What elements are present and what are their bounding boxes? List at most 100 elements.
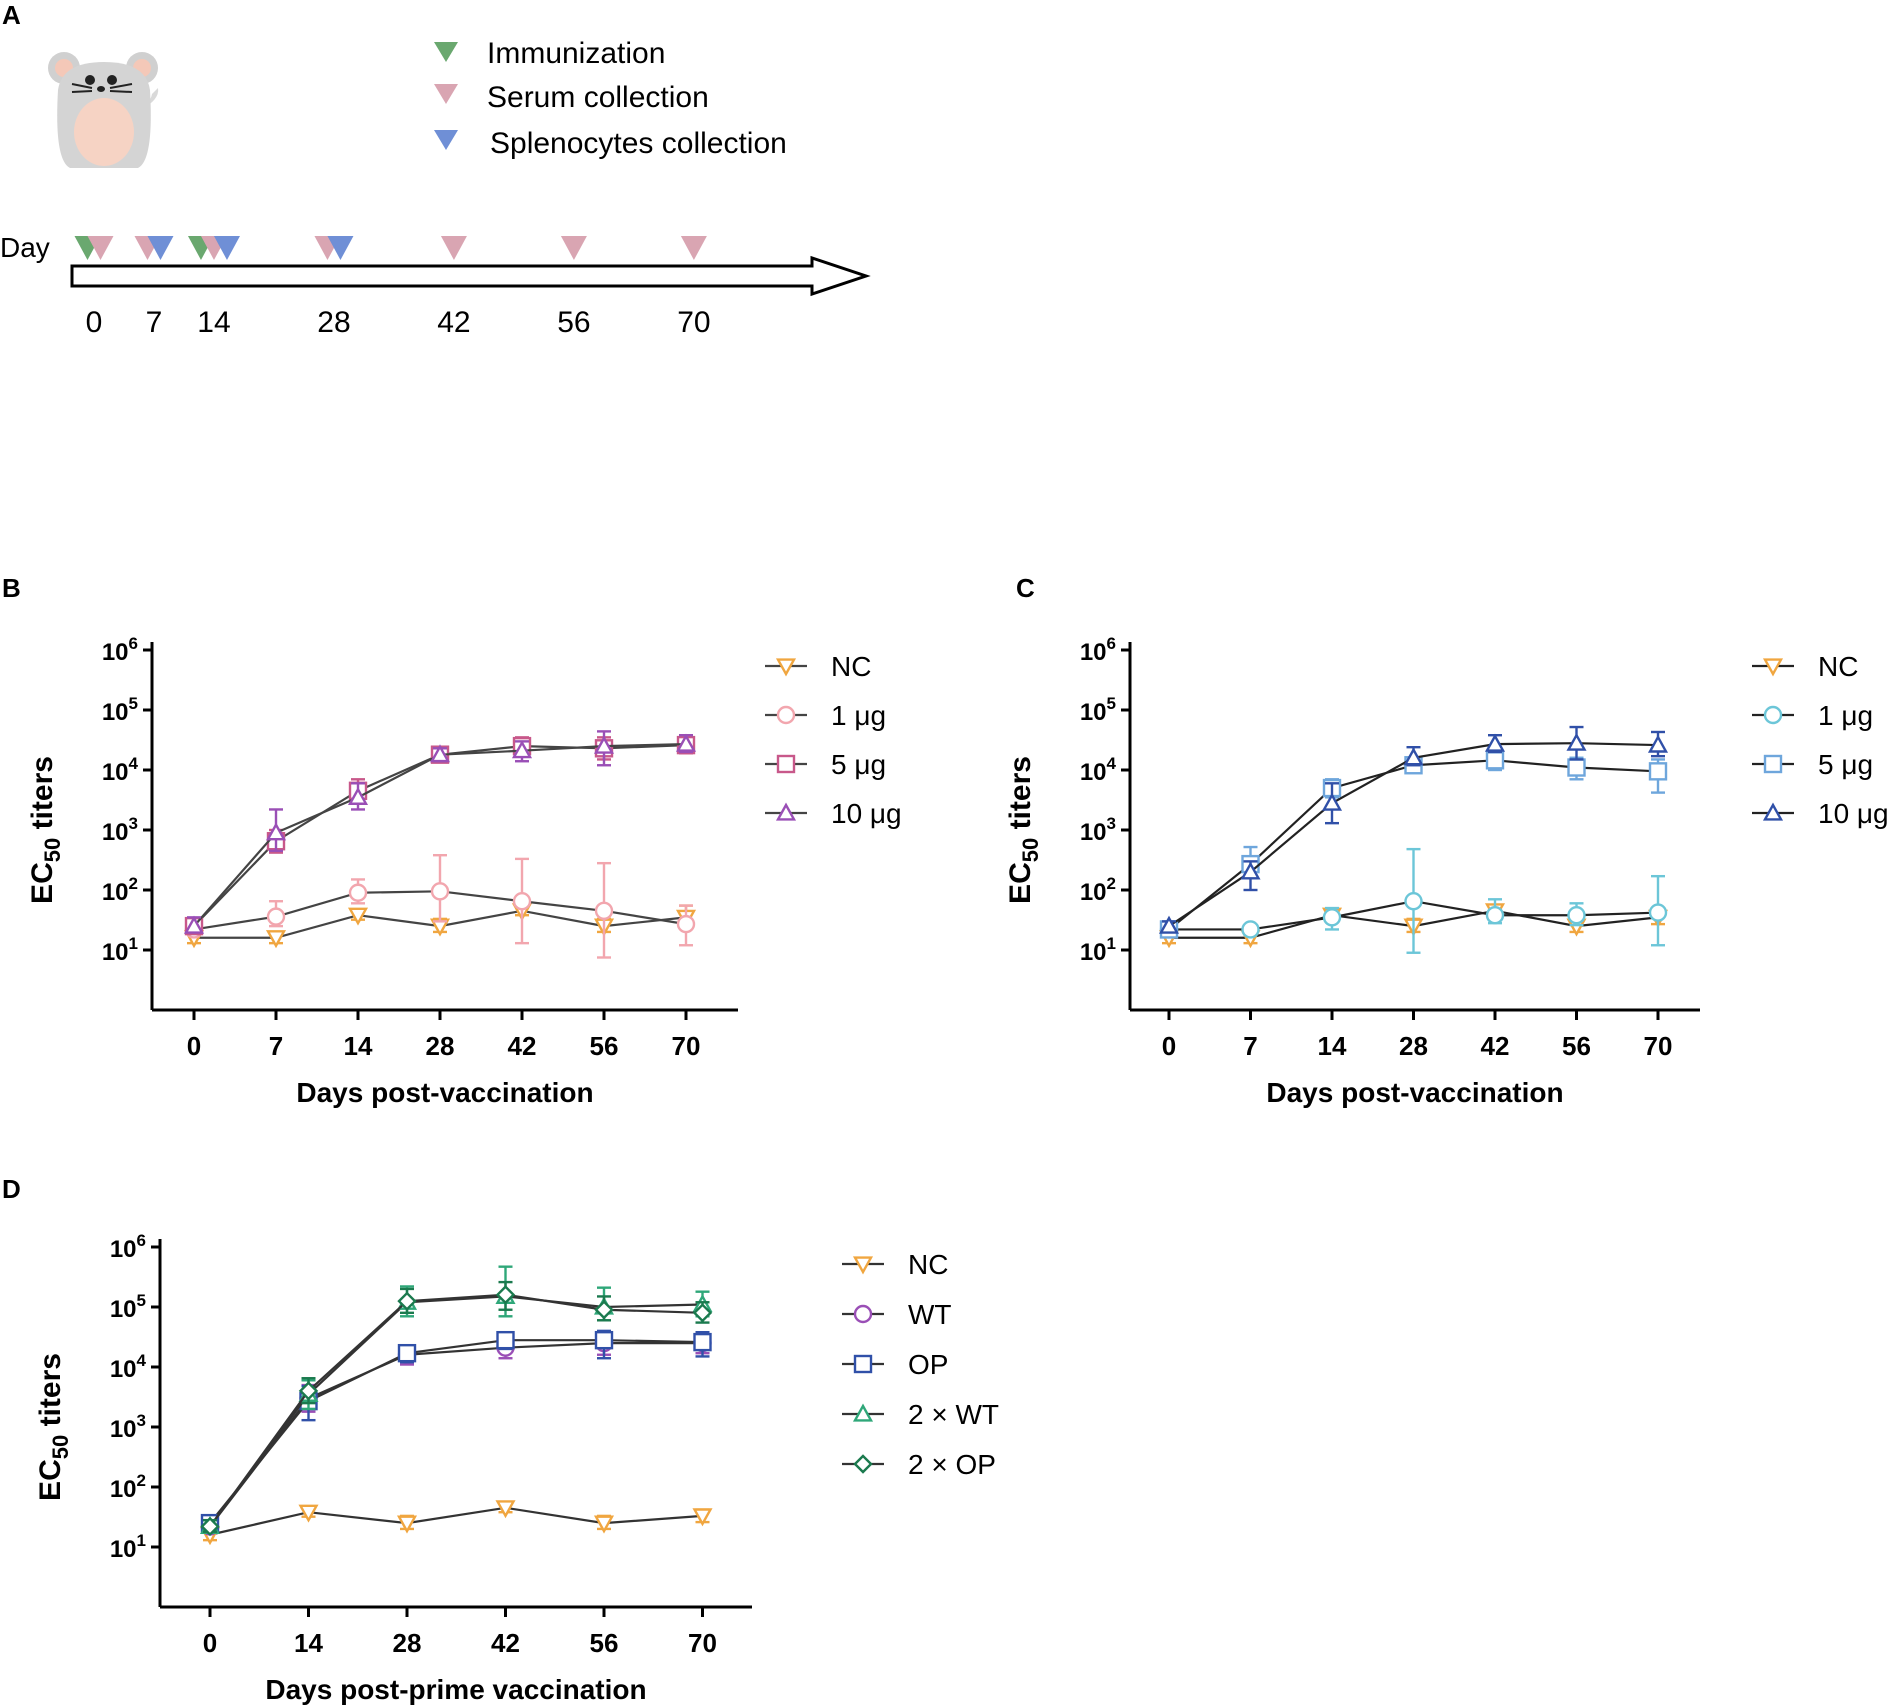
series-line [209, 1506, 703, 1536]
legend-marker-icon [1762, 802, 1784, 821]
legend-label: 1 μg [1818, 700, 1873, 731]
legend-label: 2 × WT [908, 1399, 999, 1430]
x-tick-label: 14 [344, 1031, 373, 1061]
x-tick-label: 70 [688, 1628, 717, 1658]
splenocytes-marker-icon [213, 236, 240, 260]
data-point [1647, 734, 1669, 753]
data-point [1567, 758, 1586, 777]
legend-marker-icon [775, 658, 797, 677]
panel-a: A Immunization Serum collection [0, 0, 871, 339]
legend-marker-icon [853, 1354, 873, 1374]
panel-label-a: A [2, 0, 21, 30]
x-tick-label: 28 [393, 1628, 422, 1658]
data-point [265, 822, 287, 841]
day-label: Day [0, 232, 50, 263]
timeline-day-ticks: 0 7 14 28 42 56 70 [86, 306, 711, 339]
data-point [1322, 908, 1342, 927]
y-tick-label: 102 [1080, 874, 1116, 906]
legend-marker-icon [776, 705, 796, 725]
data-point [266, 907, 286, 926]
x-tick-label: 14 [294, 1628, 323, 1658]
x-axis-label: Days post-prime vaccination [265, 1674, 646, 1705]
data-point [496, 1330, 515, 1350]
panel-label-d: D [2, 1174, 21, 1204]
data-point [1484, 733, 1506, 752]
timeline-day-tick: 14 [197, 306, 230, 339]
x-tick-label: 14 [1318, 1031, 1347, 1061]
data-point [298, 1381, 319, 1401]
data-point [347, 786, 369, 805]
series-nc [199, 1500, 713, 1546]
data-point [593, 1515, 615, 1534]
data-point [430, 882, 450, 901]
y-tick-label: 104 [102, 754, 139, 786]
panel-label-b: B [2, 573, 21, 603]
data-point [347, 907, 369, 926]
data-point [397, 1343, 417, 1363]
series-2-wt [199, 1265, 713, 1535]
data-point [1404, 892, 1423, 911]
y-tick-label: 103 [1080, 814, 1116, 846]
data-point [298, 1504, 319, 1523]
chart-c: 101 102 103 104 105 106 0 7 14 28 42 56 70 Days post-… [1004, 634, 1889, 1108]
chart-d: 101 102 103 104 105 106 0 14 28 42 56 70 Days post-p… [34, 1231, 999, 1705]
legend-label: NC [831, 651, 871, 682]
y-tick-label: 106 [102, 634, 138, 666]
timeline-day-tick: 70 [677, 306, 710, 339]
serum-marker-icon [87, 236, 114, 260]
y-tick-label: 105 [1080, 694, 1116, 726]
data-point [1485, 906, 1505, 925]
panel-label-c: C [1016, 573, 1035, 603]
x-tick-label: 0 [203, 1628, 217, 1658]
y-tick-label: 101 [1080, 934, 1116, 966]
x-tick-label: 56 [1562, 1031, 1591, 1061]
series-line [209, 1293, 703, 1528]
splenocytes-marker-icon [434, 130, 458, 150]
data-point [265, 930, 287, 949]
data-point [1158, 915, 1180, 934]
legend-label: 2 × OP [908, 1449, 996, 1480]
legend-splenocytes: Splenocytes collection [434, 127, 787, 160]
timeline-day-tick: 7 [146, 306, 163, 339]
y-tick-label: 106 [110, 1231, 146, 1263]
legend-label: WT [908, 1299, 952, 1330]
immunization-marker-icon [434, 42, 458, 62]
series-line [209, 1339, 703, 1524]
y-axis-label: EC50 titers [34, 1353, 73, 1501]
x-tick-label: 56 [590, 1628, 619, 1658]
legend-marker-icon [852, 1256, 874, 1275]
legend: NC WT OP 2 × WT 2 × OP [842, 1249, 999, 1480]
data-point [429, 744, 451, 763]
series-10-g [183, 730, 697, 934]
data-point [397, 1291, 417, 1311]
x-tick-label: 70 [1644, 1031, 1673, 1061]
y-tick-label: 101 [102, 934, 138, 966]
chart-b: 101 102 103 104 105 106 0 7 14 28 42 56 70 Days post-… [26, 634, 902, 1108]
y-tick-label: 102 [102, 874, 138, 906]
y-tick-label: 103 [110, 1411, 146, 1443]
series-line [209, 1295, 703, 1528]
legend-marker-icon [852, 1403, 874, 1422]
x-tick-label: 7 [1243, 1031, 1257, 1061]
y-tick-label: 104 [110, 1351, 147, 1383]
legend: NC 1 μg 5 μg 10 μg [1752, 651, 1889, 829]
legend-label: 5 μg [1818, 749, 1873, 780]
x-tick-label: 42 [508, 1031, 537, 1061]
data-point [593, 735, 615, 754]
timeline-arrow-icon [70, 255, 871, 297]
data-point [1566, 732, 1587, 751]
data-point [1403, 747, 1424, 766]
x-tick-label: 56 [590, 1031, 619, 1061]
data-point [183, 915, 205, 934]
x-axis-label: Days post-vaccination [296, 1077, 593, 1108]
data-point [512, 892, 532, 911]
y-tick-label: 102 [110, 1471, 146, 1503]
data-point [1321, 792, 1343, 811]
y-tick-label: 105 [110, 1291, 146, 1323]
mouse-icon [48, 52, 159, 168]
data-point [348, 883, 368, 902]
serum-marker-icon [560, 236, 587, 260]
data-point [1241, 920, 1260, 939]
legend-label: 1 μg [831, 700, 886, 731]
